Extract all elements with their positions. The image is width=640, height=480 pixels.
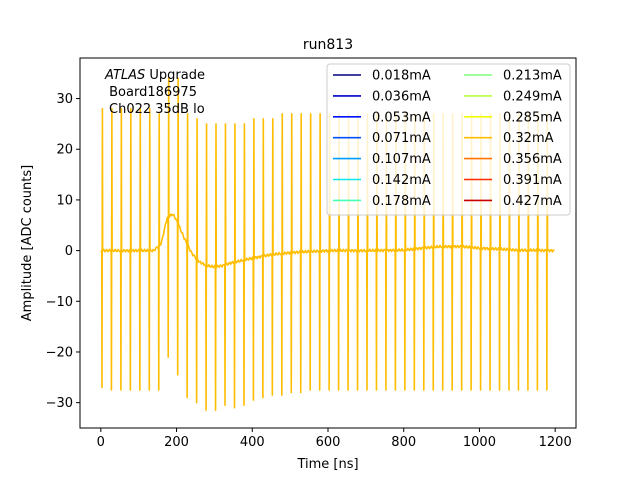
y-tick-label: 10 [56, 193, 73, 208]
x-tick-label: 1200 [539, 435, 572, 450]
annotation-line-1: ATLAS Upgrade [104, 68, 205, 83]
legend-entry-label: 0.053mA [372, 110, 431, 125]
annotation-line-2: Board186975 [105, 85, 197, 100]
x-tick-label: 800 [391, 435, 416, 450]
x-tick-label: 400 [240, 435, 265, 450]
legend-entry-label: 0.249mA [503, 89, 562, 104]
y-tick-label: 20 [56, 143, 73, 158]
legend-entry-label: 0.391mA [503, 173, 562, 188]
x-tick-label: 1000 [463, 435, 496, 450]
x-tick-label: 0 [97, 435, 105, 450]
chart-title: run813 [303, 37, 353, 53]
legend-entry-label: 0.178mA [372, 194, 431, 209]
y-tick-label: −20 [46, 345, 73, 360]
legend: 0.018mA 0.036mA 0.053mA 0.071mA 0.107mA 0.142… [326, 63, 571, 216]
x-tick-label: 600 [316, 435, 341, 450]
y-axis: −30 −20 −10 0 10 20 30 [46, 92, 80, 411]
annotation: ATLAS Upgrade Board186975 Ch022 35dB lo [104, 68, 205, 117]
legend-entry-label: 0.036mA [372, 89, 431, 104]
annotation-upgrade: Upgrade [145, 68, 205, 83]
x-axis: 0 200 400 600 800 1000 1200 [97, 428, 572, 450]
legend-entry-label: 0.427mA [503, 194, 562, 209]
y-tick-label: 0 [65, 244, 73, 259]
y-axis-label: Amplitude [ADC counts] [20, 165, 35, 321]
legend-entry-label: 0.285mA [503, 110, 562, 125]
legend-entry-label: 0.213mA [503, 69, 562, 84]
legend-entry-label: 0.356mA [503, 152, 562, 167]
legend-entry-label: 0.071mA [372, 131, 431, 146]
series-line-0.32mA [100, 77, 555, 412]
x-axis-label: Time [ns] [296, 457, 358, 472]
y-tick-label: −30 [46, 396, 73, 411]
legend-entry-label: 0.107mA [372, 152, 431, 167]
annotation-line-3: Ch022 35dB lo [109, 102, 205, 117]
y-tick-label: −10 [46, 295, 73, 310]
legend-box [326, 63, 571, 216]
waveform-layer [100, 77, 555, 412]
legend-entry-label: 0.018mA [372, 69, 431, 84]
y-tick-label: 30 [56, 92, 73, 107]
legend-entry-label: 0.32mA [503, 131, 554, 146]
annotation-atlas: ATLAS [104, 68, 145, 83]
legend-entry-label: 0.142mA [372, 173, 431, 188]
x-tick-label: 200 [164, 435, 189, 450]
